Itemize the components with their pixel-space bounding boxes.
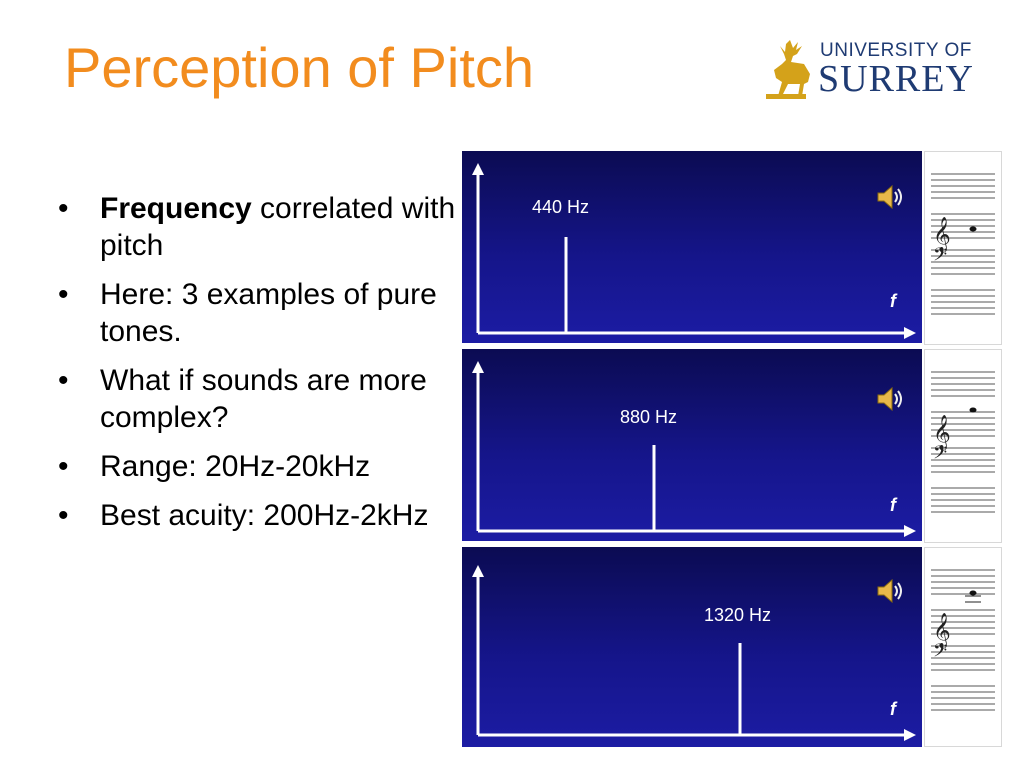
bullet-text: What if sounds are more complex? xyxy=(100,364,427,434)
treble-bass-staff: 𝄞 𝄢 xyxy=(931,173,995,315)
university-logo: UNIVERSITY OF SURREY xyxy=(760,34,992,106)
spectrum-axes xyxy=(472,163,916,339)
bullet-text: Here: 3 examples of pure tones. xyxy=(100,278,437,348)
speaker-icon[interactable] xyxy=(874,181,906,213)
music-staff: 𝄞 𝄢 xyxy=(924,151,1002,345)
bullet-text: Range: 20Hz-20kHz xyxy=(100,450,371,483)
speaker-icon[interactable] xyxy=(874,383,906,415)
svg-text:𝄢: 𝄢 xyxy=(933,244,947,269)
logo-line2: SURREY xyxy=(818,58,974,100)
slide-title: Perception of Pitch xyxy=(64,36,535,99)
axis-label-f: f xyxy=(890,495,896,515)
bullet-item: • What if sounds are more complex? xyxy=(58,364,427,434)
frequency-label: 440 Hz xyxy=(532,197,590,217)
pure-tone-spectra: 440 Hz f 𝄞 𝄢 880 Hz xyxy=(462,151,1006,747)
svg-text:𝄞: 𝄞 xyxy=(933,415,951,451)
svg-text:𝄞: 𝄞 xyxy=(933,613,951,649)
spectrum-axes xyxy=(472,361,916,537)
axis-label-f: f xyxy=(890,291,896,311)
bullet-item: • Frequency correlated with pitch xyxy=(58,192,456,262)
stag-icon xyxy=(766,40,810,99)
music-staff: 𝄞 𝄢 xyxy=(924,547,1002,747)
bullet-list: • Frequency correlated with pitch • Here: … xyxy=(58,190,458,546)
spectrum-panel-1320: 1320 Hz f xyxy=(462,547,922,747)
treble-bass-staff: 𝄞 𝄢 xyxy=(931,569,995,711)
bullet-item: • Best acuity: 200Hz-2kHz xyxy=(58,499,429,532)
treble-bass-staff: 𝄞 𝄢 xyxy=(931,371,995,513)
spectrum-axes xyxy=(472,565,916,741)
svg-text:𝄞: 𝄞 xyxy=(933,217,951,253)
speaker-icon[interactable] xyxy=(874,575,906,607)
spectrum-panel-880: 880 Hz f xyxy=(462,349,922,541)
bullet-text: correlated with pitch xyxy=(100,192,456,262)
logo-line1: UNIVERSITY OF xyxy=(820,40,972,61)
spectrum-panel-440: 440 Hz f xyxy=(462,151,922,343)
bullet-item: • Here: 3 examples of pure tones. xyxy=(58,278,437,348)
bullet-text: Best acuity: 200Hz-2kHz xyxy=(100,499,429,532)
music-staff: 𝄞 𝄢 xyxy=(924,349,1002,543)
frequency-label: 1320 Hz xyxy=(704,605,772,625)
svg-text:𝄢: 𝄢 xyxy=(933,442,947,467)
bullet-item: • Range: 20Hz-20kHz xyxy=(58,450,371,483)
axis-label-f: f xyxy=(890,699,896,719)
bullet-bold: Frequency xyxy=(100,192,252,225)
frequency-label: 880 Hz xyxy=(620,407,678,427)
svg-text:𝄢: 𝄢 xyxy=(933,640,947,665)
